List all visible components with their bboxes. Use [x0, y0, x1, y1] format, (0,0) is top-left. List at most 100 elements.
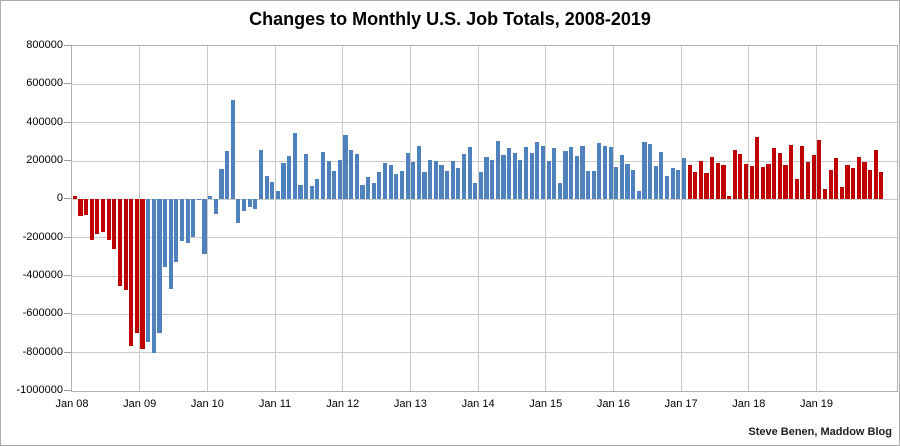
month-bar — [873, 150, 878, 200]
month-bar — [78, 199, 83, 216]
month-bar — [490, 160, 495, 200]
month-bar — [879, 171, 884, 200]
month-bar — [591, 170, 596, 200]
month-bar — [332, 171, 337, 200]
month-bar — [162, 199, 168, 268]
month-bar — [377, 171, 382, 200]
month-bar — [112, 199, 117, 249]
month-bar — [258, 150, 264, 200]
month-bar — [140, 199, 145, 350]
month-bar — [851, 167, 856, 200]
month-bar — [196, 199, 202, 201]
month-bar — [326, 160, 331, 200]
month-bar — [794, 178, 799, 200]
y-axis-tick — [64, 275, 71, 276]
month-bar — [444, 170, 450, 200]
month-bar — [681, 157, 687, 200]
month-bar — [129, 199, 134, 346]
month-bar — [546, 160, 551, 200]
month-bar — [507, 148, 512, 200]
month-bar — [399, 170, 405, 200]
x-axis-label: Jan 10 — [190, 398, 224, 410]
y-axis-label: -800000 — [22, 345, 63, 358]
month-bar — [411, 161, 416, 200]
month-bar — [275, 191, 280, 200]
month-bar — [422, 172, 427, 200]
attribution: Steve Benen, Maddow Blog — [748, 426, 892, 438]
month-bar — [659, 151, 664, 200]
month-bar — [602, 145, 608, 200]
y-axis-tick — [64, 313, 71, 315]
month-bar — [309, 185, 314, 200]
y-gridline — [72, 83, 897, 85]
month-bar — [834, 157, 839, 200]
year-gridline — [545, 46, 547, 391]
y-gridline — [72, 313, 897, 315]
x-axis-label: Jan 17 — [664, 398, 698, 410]
month-bar — [179, 199, 185, 241]
month-bar — [253, 199, 258, 210]
month-bar — [523, 147, 529, 200]
month-bar — [174, 199, 179, 262]
month-bar — [168, 199, 173, 289]
x-axis-label: Jan 08 — [55, 398, 89, 410]
month-bar — [202, 199, 207, 254]
year-gridline — [815, 46, 817, 391]
month-bar — [320, 152, 326, 200]
year-gridline — [612, 46, 614, 391]
month-bar — [287, 156, 292, 200]
month-bar — [478, 171, 484, 200]
month-bar — [467, 146, 472, 200]
year-gridline — [748, 46, 750, 391]
month-bar — [439, 165, 444, 200]
y-axis-tick — [64, 121, 71, 123]
x-axis-label: Jan 15 — [529, 398, 563, 410]
month-bar — [151, 199, 156, 353]
y-axis-label: 0 — [56, 192, 63, 205]
month-bar — [157, 199, 162, 333]
month-bar — [433, 161, 438, 200]
month-bar — [783, 165, 788, 200]
month-bar — [625, 163, 630, 200]
month-bar — [563, 151, 568, 200]
month-bar — [822, 188, 828, 200]
month-bar — [343, 134, 348, 200]
month-bar — [721, 164, 726, 200]
month-bar — [710, 157, 715, 200]
month-bar — [303, 154, 309, 200]
month-bar — [574, 155, 579, 200]
month-bar — [366, 177, 371, 200]
month-bar — [236, 199, 241, 223]
month-bar — [636, 191, 641, 200]
y-gridline — [72, 237, 897, 239]
month-bar — [828, 170, 833, 200]
y-axis-label: -1000000 — [16, 384, 64, 396]
month-bar — [123, 199, 128, 291]
month-bar — [648, 143, 653, 200]
month-bar — [856, 157, 861, 200]
month-bar — [360, 184, 365, 200]
month-bar — [805, 161, 811, 200]
y-gridline — [72, 352, 897, 354]
y-axis-label: -200000 — [22, 230, 63, 243]
month-bar — [540, 145, 546, 200]
month-bar — [766, 163, 771, 200]
month-bar — [512, 152, 517, 200]
month-bar — [501, 155, 506, 200]
y-gridline — [72, 198, 897, 200]
month-bar — [208, 195, 213, 200]
year-gridline — [274, 46, 276, 391]
month-bar — [191, 199, 196, 238]
month-bar — [428, 160, 433, 200]
x-axis-label: Jan 14 — [461, 398, 495, 410]
month-bar — [281, 163, 286, 200]
month-bar — [394, 174, 399, 200]
x-axis-label: Jan 12 — [326, 398, 360, 410]
month-bar — [760, 166, 766, 200]
month-bar — [72, 195, 77, 200]
y-axis-label: -400000 — [22, 269, 63, 281]
month-bar — [388, 164, 393, 200]
month-bar — [230, 100, 235, 200]
y-axis-label: 400000 — [26, 115, 63, 128]
